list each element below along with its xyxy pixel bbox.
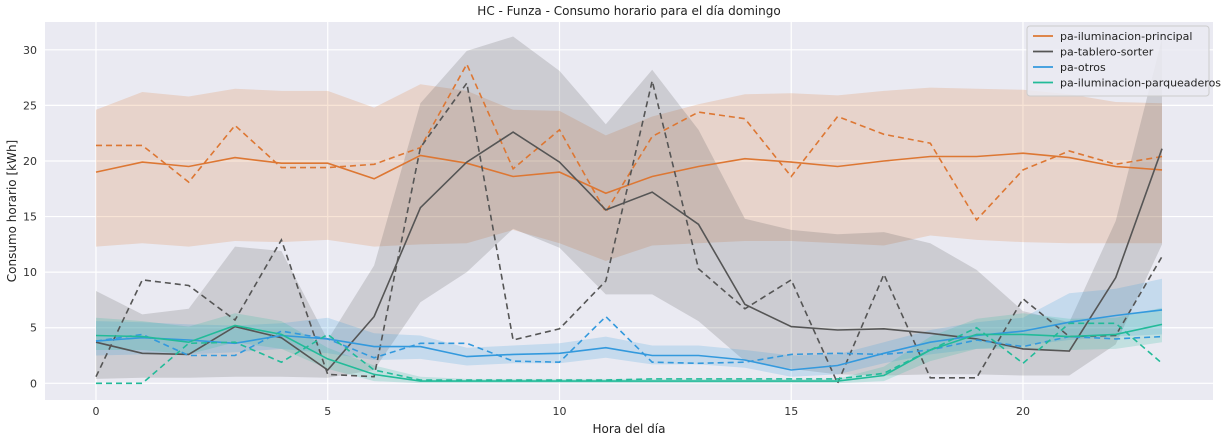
y-tick-labels: 0 5 10 15 20 25 30 — [23, 44, 37, 391]
legend-entry: pa-tablero-sorter — [1060, 46, 1154, 59]
y-tick-label: 30 — [23, 44, 37, 57]
legend-entry: pa-iluminacion-parqueaderos — [1060, 77, 1221, 90]
y-tick-label: 5 — [30, 322, 37, 335]
y-axis-label: Consumo horario [kWh] — [5, 140, 19, 282]
band-pa-tablero-sorter — [96, 36, 1162, 379]
line-day-pa-tablero-sorter — [95, 80, 1163, 386]
y-tick-label: 20 — [23, 155, 37, 168]
legend: pa-iluminacion-principal pa-tablero-sorte… — [1026, 25, 1221, 97]
line-mean-pa-iluminacion-principal — [95, 152, 1163, 195]
confidence-bands — [96, 36, 1162, 384]
legend-entry: pa-iluminacion-principal — [1060, 30, 1192, 43]
series-lines — [95, 62, 1163, 386]
grid — [45, 22, 1213, 400]
x-tick-labels: 0 5 10 15 20 — [92, 405, 1029, 418]
x-axis-label: Hora del día — [593, 422, 666, 436]
y-tick-label: 10 — [23, 266, 37, 279]
x-tick-label: 5 — [324, 405, 331, 418]
legend-entry: pa-otros — [1060, 61, 1106, 74]
x-tick-label: 20 — [1016, 405, 1030, 418]
band-pa-iluminacion-parqueaderos — [96, 307, 1162, 384]
legend-box — [1026, 25, 1210, 97]
y-tick-label: 0 — [30, 377, 37, 390]
y-tick-label: 15 — [23, 211, 37, 224]
y-tick-label: 25 — [23, 99, 37, 112]
plot-area — [45, 22, 1213, 400]
line-mean-pa-tablero-sorter — [95, 131, 1163, 372]
line-day-pa-otros — [95, 315, 1163, 365]
line-day-pa-iluminacion-principal — [96, 62, 1163, 222]
line-day-pa-iluminacion-parqueaderos — [96, 322, 1163, 385]
x-tick-label: 0 — [92, 405, 99, 418]
x-tick-label: 10 — [552, 405, 566, 418]
band-pa-iluminacion-principal — [96, 84, 1162, 261]
chart-title: HC - Funza - Consumo horario para el día… — [477, 4, 780, 18]
x-tick-label: 15 — [784, 405, 798, 418]
